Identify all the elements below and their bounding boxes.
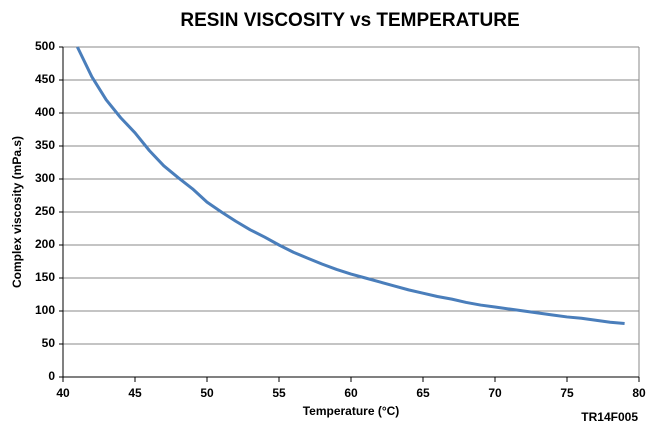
x-tick-label: 50 <box>200 386 214 400</box>
y-tick-label: 300 <box>35 171 55 185</box>
y-tick-label: 0 <box>48 369 55 383</box>
line-series <box>76 46 625 326</box>
x-tick-label: 75 <box>560 386 574 400</box>
y-tick-label: 500 <box>35 39 55 53</box>
x-tick-label: 80 <box>632 386 646 400</box>
x-tick-label: 70 <box>488 386 502 400</box>
x-tick-label: 55 <box>272 386 286 400</box>
chart-title: RESIN VISCOSITY vs TEMPERATURE <box>180 10 519 31</box>
y-tick-label: 400 <box>35 105 55 119</box>
y-tick-label: 350 <box>35 138 55 152</box>
y-tick-label: 50 <box>42 336 56 350</box>
x-axis-label: Temperature (°C) <box>303 404 400 418</box>
x-tick-label: 40 <box>56 386 70 400</box>
x-tick-label: 60 <box>344 386 358 400</box>
x-tick-label: 45 <box>128 386 142 400</box>
y-tick-label: 450 <box>35 72 55 86</box>
x-tick-label: 65 <box>416 386 430 400</box>
y-tick-label: 200 <box>35 237 55 251</box>
annotation: TR14F005 <box>581 410 638 424</box>
y-tick-label: 250 <box>35 204 55 218</box>
y-tick-label: 150 <box>35 270 55 284</box>
y-tick-label: 100 <box>35 303 55 317</box>
y-axis-label: Complex viscosity (mPa.s) <box>10 136 24 288</box>
